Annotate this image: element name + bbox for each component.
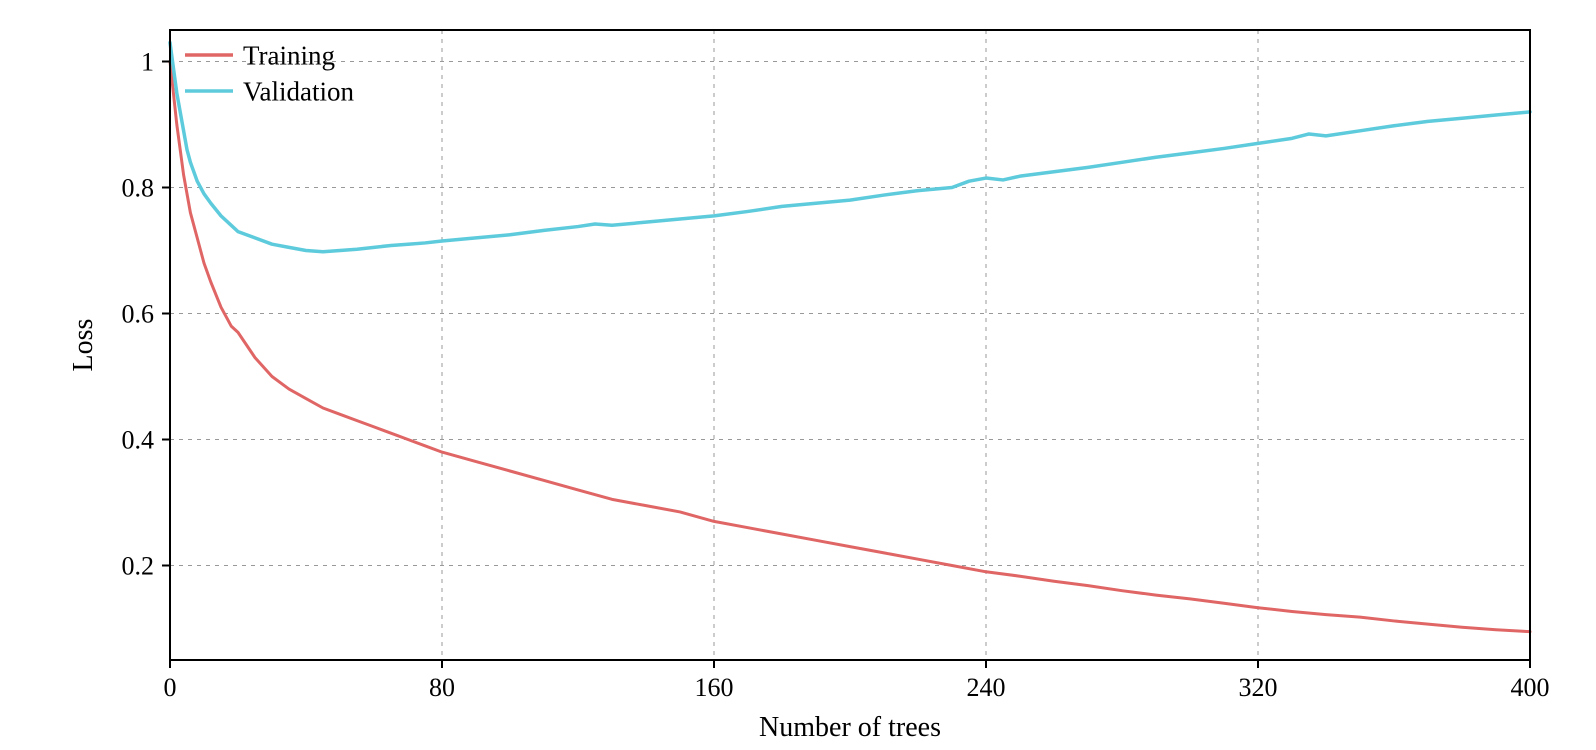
x-axis-label: Number of trees xyxy=(759,712,941,743)
x-tick-label: 160 xyxy=(695,673,734,702)
x-tick-label: 0 xyxy=(164,673,177,702)
y-tick-label: 0.4 xyxy=(122,426,155,455)
y-tick-label: 0.6 xyxy=(122,300,155,329)
y-tick-label: 0.8 xyxy=(122,174,155,203)
y-tick-label: 1 xyxy=(141,48,154,77)
x-tick-label: 240 xyxy=(967,673,1006,702)
loss-chart: 0 80 160 240 320 400 0.2 0.4 0.6 0.8 1 Number of tr… xyxy=(0,0,1596,750)
x-tick-label: 400 xyxy=(1511,673,1550,702)
legend-label: Validation xyxy=(243,76,354,106)
x-tick-label: 320 xyxy=(1239,673,1278,702)
y-axis-label: Loss xyxy=(68,319,99,372)
y-tick-label: 0.2 xyxy=(122,552,155,581)
chart-svg: 0 80 160 240 320 400 0.2 0.4 0.6 0.8 1 Number of tr… xyxy=(0,0,1596,750)
x-tick-label: 80 xyxy=(429,673,455,702)
legend-label: Training xyxy=(243,40,335,70)
